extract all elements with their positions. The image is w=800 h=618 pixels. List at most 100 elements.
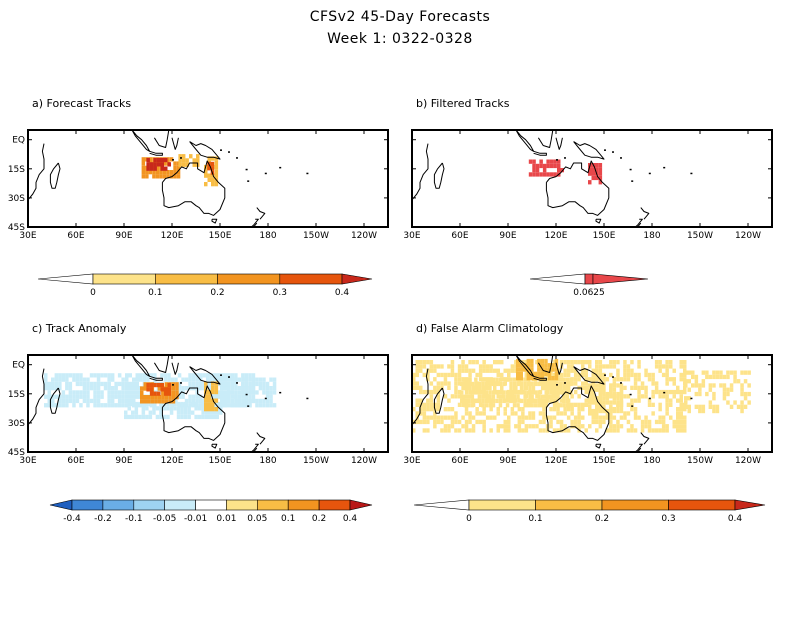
heat-cell <box>665 428 669 433</box>
heat-cell <box>198 403 203 408</box>
heat-cell <box>188 377 192 382</box>
heat-cell <box>44 377 48 382</box>
heat-cell <box>609 408 613 414</box>
heat-cell <box>470 394 475 399</box>
heat-cell <box>651 377 655 382</box>
heat-cell <box>412 385 416 390</box>
heat-cell <box>223 381 227 387</box>
heat-cell <box>89 381 94 387</box>
heat-cell <box>110 373 115 378</box>
heat-cell <box>708 404 713 409</box>
heat-cell <box>450 415 455 420</box>
colorbar-label: 0.4 <box>343 514 358 524</box>
coastline <box>640 207 650 220</box>
heat-cell <box>554 376 559 381</box>
heat-cell <box>61 377 66 382</box>
heat-cell <box>551 381 555 387</box>
heat-cell <box>176 165 181 170</box>
heat-cell <box>433 377 437 382</box>
heat-cell <box>204 169 208 174</box>
heat-cell <box>712 404 716 409</box>
heat-cell <box>258 403 263 408</box>
heat-cell <box>507 398 511 403</box>
heat-cell <box>244 403 249 408</box>
heat-cell <box>679 419 683 425</box>
heat-cell <box>457 419 462 425</box>
heat-cell <box>588 171 592 176</box>
heat-cell <box>132 394 136 399</box>
heat-cell <box>669 398 673 403</box>
heat-cell <box>726 374 730 380</box>
heat-cell <box>517 424 522 429</box>
island <box>306 397 309 400</box>
heat-cell <box>234 398 238 404</box>
heat-cell <box>577 411 581 416</box>
heat-cell <box>211 173 215 178</box>
heat-cell <box>651 389 655 395</box>
heat-cell <box>241 398 245 404</box>
heat-cell <box>124 410 128 415</box>
heat-cell <box>47 398 51 404</box>
heat-cell <box>729 383 734 388</box>
heat-cell <box>551 386 555 391</box>
heat-cell <box>609 415 613 420</box>
heat-cell <box>526 363 531 368</box>
heat-cell <box>516 394 520 399</box>
heat-cell <box>454 385 458 390</box>
heat-cell <box>555 390 559 395</box>
heat-cell <box>149 387 154 392</box>
heat-cell <box>584 372 588 378</box>
heat-cell <box>205 373 210 378</box>
heat-cell <box>684 370 688 375</box>
heat-cell <box>258 377 263 382</box>
heat-cell <box>128 386 132 391</box>
heat-cell <box>740 400 744 405</box>
heat-cell <box>519 398 524 404</box>
heat-cell <box>549 389 553 395</box>
heat-cell <box>255 381 259 387</box>
heat-cell <box>54 381 59 387</box>
heat-cell <box>523 390 527 395</box>
heat-cell <box>555 381 559 387</box>
heat-cell <box>230 403 235 408</box>
heat-cell <box>75 394 80 399</box>
heat-cell <box>519 386 524 391</box>
heat-cell <box>454 389 458 395</box>
heat-cell <box>549 407 553 412</box>
heat-cell <box>121 403 125 408</box>
heat-cell <box>75 377 80 382</box>
heat-cell <box>712 391 716 397</box>
heat-cell <box>230 377 235 382</box>
heat-cell <box>595 411 599 416</box>
heat-cell <box>684 396 688 401</box>
heat-cell <box>162 414 167 420</box>
heat-cell <box>535 168 540 173</box>
heat-cell <box>665 360 669 365</box>
heat-cell <box>146 377 150 382</box>
heat-cell <box>141 414 146 420</box>
island <box>279 391 282 394</box>
heat-cell <box>227 398 231 404</box>
heat-cell <box>701 383 706 388</box>
heat-cell <box>454 372 458 378</box>
heat-cell <box>251 381 256 387</box>
heat-cell <box>173 165 177 170</box>
heat-cell <box>255 398 259 404</box>
heat-cell <box>542 428 546 433</box>
heat-cell <box>633 411 638 416</box>
heat-cell <box>135 390 139 395</box>
heat-cell <box>683 360 687 365</box>
heat-cell <box>530 403 534 408</box>
heat-cell <box>149 166 154 171</box>
heat-cell <box>178 158 182 163</box>
heat-cell <box>464 411 469 416</box>
heat-cell <box>443 415 448 420</box>
heat-cell <box>75 373 80 378</box>
heat-cell <box>488 377 492 382</box>
heat-cell <box>412 407 416 412</box>
heat-cell <box>560 168 564 173</box>
heat-cell <box>103 373 108 378</box>
heat-cell <box>531 415 536 420</box>
heat-cell <box>669 389 673 395</box>
heat-cell <box>160 387 164 392</box>
